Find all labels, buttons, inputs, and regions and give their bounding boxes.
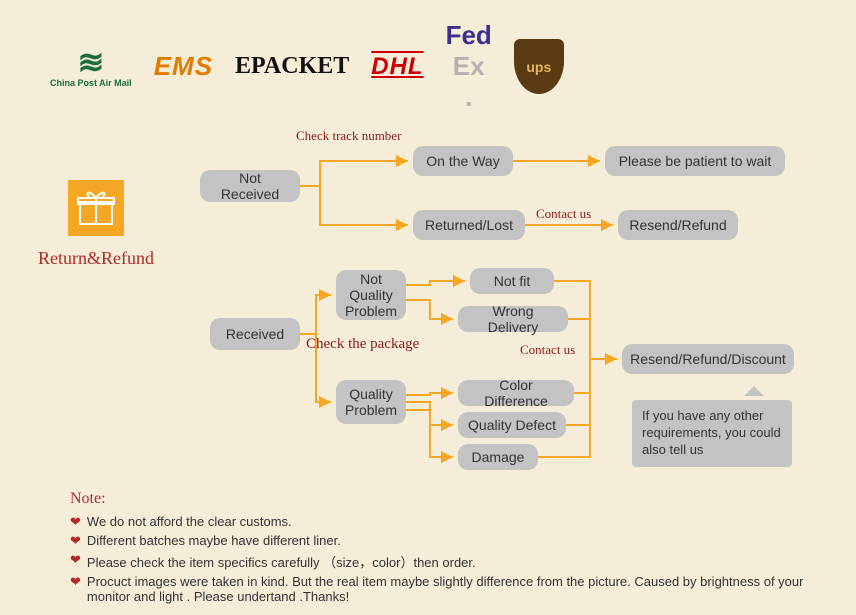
label-check-package: Check the package bbox=[306, 336, 419, 353]
note-text: Procuct images were taken in kind. But t… bbox=[87, 574, 830, 604]
node-not-fit: Not fit bbox=[470, 268, 554, 294]
speech-bubble: If you have any other requirements, you … bbox=[632, 400, 792, 467]
logo-ups: ups bbox=[514, 39, 564, 94]
node-resend-refund-discount: Resend/Refund/Discount bbox=[622, 344, 794, 374]
note-text: We do not afford the clear customs. bbox=[87, 514, 292, 529]
label-contact-us-1: Contact us bbox=[536, 206, 591, 222]
node-quality-defect: Quality Defect bbox=[458, 412, 566, 438]
note-text: Different batches maybe have different l… bbox=[87, 533, 341, 548]
node-not-quality: Not Quality Problem bbox=[336, 270, 406, 320]
logo-fedex: FedEx. bbox=[446, 20, 492, 113]
logo-chinapost-caption: China Post Air Mail bbox=[50, 78, 132, 88]
gift-icon bbox=[68, 180, 124, 236]
logo-epacket: EPACKET bbox=[235, 53, 349, 80]
node-resend-refund: Resend/Refund bbox=[618, 210, 738, 240]
node-quality: Quality Problem bbox=[336, 380, 406, 424]
notes-title: Note: bbox=[70, 490, 830, 508]
node-received: Received bbox=[210, 318, 300, 350]
return-refund-title: Return&Refund bbox=[38, 248, 154, 269]
node-returned-lost: Returned/Lost bbox=[413, 210, 525, 240]
note-item: ❤ Procuct images were taken in kind. But … bbox=[70, 574, 830, 604]
carrier-logos: ≋ China Post Air Mail EMS EPACKET DHL Fe… bbox=[0, 0, 856, 123]
label-contact-us-2: Contact us bbox=[520, 342, 575, 358]
heart-icon: ❤ bbox=[70, 514, 81, 530]
label-check-track: Check track number bbox=[296, 128, 401, 144]
note-item: ❤ We do not afford the clear customs. bbox=[70, 514, 830, 530]
node-not-received: Not Received bbox=[200, 170, 300, 202]
heart-icon: ❤ bbox=[70, 574, 81, 590]
logo-chinapost: ≋ China Post Air Mail bbox=[50, 46, 132, 88]
heart-icon: ❤ bbox=[70, 552, 81, 568]
logo-dhl: DHL bbox=[371, 53, 423, 81]
node-wrong-delivery: Wrong Delivery bbox=[458, 306, 568, 332]
node-on-the-way: On the Way bbox=[413, 146, 513, 176]
note-text: Please check the item specifics carefull… bbox=[87, 552, 476, 571]
note-item: ❤ Please check the item specifics careful… bbox=[70, 552, 830, 571]
heart-icon: ❤ bbox=[70, 533, 81, 549]
node-patient: Please be patient to wait bbox=[605, 146, 785, 176]
node-color-diff: Color Difference bbox=[458, 380, 574, 406]
note-item: ❤ Different batches maybe have different … bbox=[70, 533, 830, 549]
node-damage: Damage bbox=[458, 444, 538, 470]
notes-block: Note: ❤ We do not afford the clear custom… bbox=[70, 490, 830, 607]
return-refund-sidebar: Return&Refund bbox=[38, 180, 154, 269]
logo-ems: EMS bbox=[154, 51, 213, 82]
